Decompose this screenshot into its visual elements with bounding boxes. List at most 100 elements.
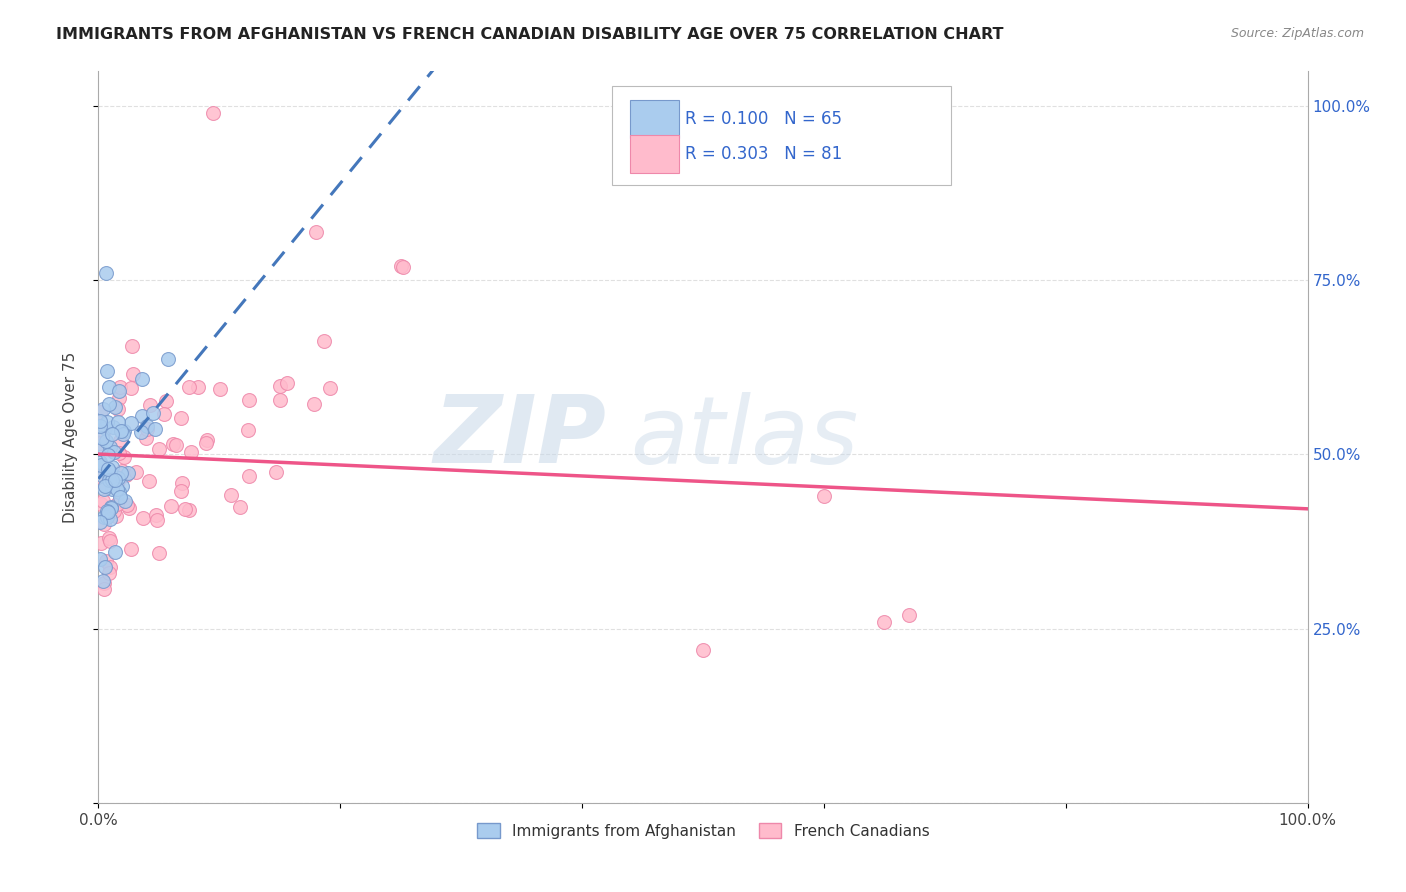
Text: atlas: atlas bbox=[630, 392, 859, 483]
Point bbox=[162, 437, 184, 451]
Point bbox=[97, 467, 120, 482]
Point bbox=[97, 462, 120, 476]
Point bbox=[159, 499, 181, 513]
Point bbox=[94, 559, 117, 574]
Point bbox=[180, 444, 202, 458]
Point bbox=[314, 334, 336, 348]
Point bbox=[108, 490, 131, 504]
Point bbox=[104, 545, 127, 559]
Point bbox=[304, 397, 326, 411]
Point bbox=[125, 465, 148, 479]
Point bbox=[91, 425, 114, 439]
Point bbox=[389, 260, 412, 274]
Point bbox=[305, 225, 328, 239]
Point bbox=[120, 541, 142, 556]
Point bbox=[148, 546, 170, 560]
Point bbox=[115, 499, 138, 513]
Point bbox=[148, 442, 170, 457]
Point bbox=[276, 376, 298, 391]
Point bbox=[142, 405, 165, 419]
Point bbox=[269, 392, 291, 407]
Point bbox=[110, 466, 132, 480]
Point bbox=[98, 440, 121, 454]
Point bbox=[94, 553, 117, 567]
Point bbox=[107, 401, 129, 416]
Point bbox=[93, 576, 115, 591]
Point bbox=[96, 434, 118, 448]
Point bbox=[692, 642, 714, 657]
Point bbox=[93, 421, 115, 435]
Point bbox=[91, 401, 114, 416]
Point bbox=[194, 435, 217, 450]
Point bbox=[112, 424, 135, 438]
Point bbox=[90, 497, 112, 511]
Point bbox=[89, 435, 111, 450]
Point bbox=[105, 508, 128, 523]
Point bbox=[208, 382, 231, 396]
Point bbox=[131, 409, 153, 423]
Point bbox=[155, 394, 177, 409]
Point bbox=[98, 533, 121, 548]
Point bbox=[97, 505, 120, 519]
Point bbox=[97, 474, 120, 488]
Point bbox=[89, 418, 111, 433]
Point bbox=[177, 380, 200, 394]
Point bbox=[143, 422, 166, 436]
Point bbox=[90, 536, 112, 550]
Point bbox=[98, 397, 121, 411]
Text: IMMIGRANTS FROM AFGHANISTAN VS FRENCH CANADIAN DISABILITY AGE OVER 75 CORRELATIO: IMMIGRANTS FROM AFGHANISTAN VS FRENCH CA… bbox=[56, 27, 1004, 42]
Point bbox=[170, 410, 193, 425]
Point bbox=[105, 482, 128, 496]
Point bbox=[90, 458, 112, 472]
Point bbox=[89, 455, 111, 469]
Y-axis label: Disability Age Over 75: Disability Age Over 75 bbox=[63, 351, 77, 523]
Point bbox=[97, 449, 120, 463]
Point bbox=[103, 445, 125, 459]
Point bbox=[115, 468, 138, 483]
Point bbox=[101, 426, 124, 441]
Point bbox=[101, 473, 124, 487]
Point bbox=[93, 582, 115, 596]
Point bbox=[111, 427, 134, 442]
FancyBboxPatch shape bbox=[630, 135, 679, 173]
Point bbox=[897, 607, 920, 622]
Point bbox=[135, 432, 157, 446]
Point bbox=[228, 500, 250, 514]
Point bbox=[111, 464, 134, 478]
Point bbox=[98, 532, 121, 546]
Point bbox=[120, 381, 142, 395]
Point bbox=[96, 510, 118, 524]
Point bbox=[111, 479, 134, 493]
Point bbox=[110, 424, 132, 438]
Point bbox=[91, 469, 114, 483]
Point bbox=[108, 380, 131, 394]
Point bbox=[93, 517, 115, 532]
Point bbox=[139, 398, 162, 412]
Point bbox=[136, 419, 159, 434]
Point bbox=[391, 260, 413, 274]
Point bbox=[238, 469, 260, 483]
Point bbox=[96, 480, 118, 494]
Point bbox=[104, 473, 127, 487]
Point bbox=[104, 401, 127, 415]
Point bbox=[94, 266, 117, 280]
Point bbox=[873, 615, 896, 629]
Point bbox=[108, 384, 131, 399]
Point bbox=[219, 488, 242, 502]
Point bbox=[98, 566, 121, 580]
Point bbox=[91, 494, 114, 508]
Point bbox=[94, 479, 117, 493]
Point bbox=[117, 466, 139, 480]
Text: ZIP: ZIP bbox=[433, 391, 606, 483]
Point bbox=[108, 434, 131, 448]
Text: R = 0.303   N = 81: R = 0.303 N = 81 bbox=[685, 145, 842, 163]
Point bbox=[98, 380, 121, 394]
Text: Source: ZipAtlas.com: Source: ZipAtlas.com bbox=[1230, 27, 1364, 40]
Point bbox=[264, 465, 287, 479]
Point bbox=[122, 367, 145, 381]
Point bbox=[145, 508, 167, 522]
Point bbox=[105, 496, 128, 510]
Point bbox=[91, 574, 114, 589]
Point bbox=[187, 380, 209, 394]
Point bbox=[89, 551, 111, 566]
